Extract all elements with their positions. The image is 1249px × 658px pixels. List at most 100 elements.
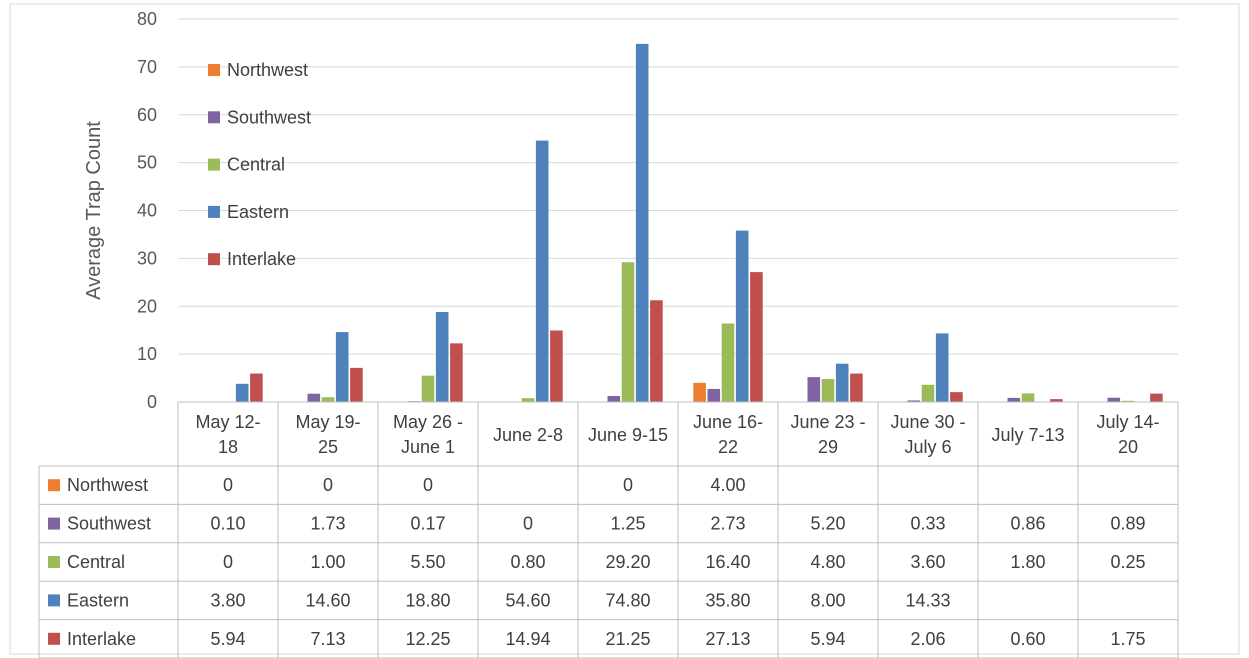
table-cell-value: 0	[323, 475, 333, 495]
table-cell-value: 0	[223, 475, 233, 495]
category-label: 20	[1118, 437, 1138, 457]
table-series-name: Central	[67, 552, 125, 572]
bar-eastern-6	[835, 363, 849, 402]
y-tick-label: 50	[137, 153, 157, 173]
table-cell-value: 18.80	[405, 590, 450, 610]
table-cell-value: 0.89	[1110, 514, 1145, 534]
category-label: 29	[818, 437, 838, 457]
legend-label: Northwest	[227, 60, 308, 80]
category-label: 18	[218, 437, 238, 457]
category-label: June 1	[401, 437, 455, 457]
table-cell-value: 29.20	[605, 552, 650, 572]
category-label: June 2-8	[493, 425, 563, 445]
table-cell-value: 0	[523, 514, 533, 534]
table-cell-value: 1.25	[610, 514, 645, 534]
y-tick-label: 80	[137, 9, 157, 29]
table-legend-key-central	[48, 556, 60, 568]
category-label: June 30 -	[890, 412, 965, 432]
bar-interlake-3	[550, 330, 563, 402]
table-legend-key-eastern	[48, 594, 60, 607]
table-cell-value: 21.25	[605, 629, 650, 649]
y-tick-label: 30	[137, 248, 157, 268]
bar-central-1	[321, 397, 335, 402]
legend-key-central	[208, 158, 220, 171]
table-cell-value: 0	[223, 552, 233, 572]
y-tick-label: 70	[137, 57, 157, 77]
table-cell-value: 1.00	[310, 552, 345, 572]
y-axis-title: Average Trap Count	[83, 121, 105, 300]
y-tick-label: 0	[147, 392, 157, 412]
category-label: May 19-	[295, 412, 360, 432]
table-cell-value: 54.60	[505, 590, 550, 610]
category-label: July 14-	[1096, 412, 1159, 432]
legend-label: Central	[227, 155, 285, 175]
legend-key-northwest	[208, 64, 220, 76]
table-legend-key-southwest	[48, 517, 60, 530]
legend-key-eastern	[208, 205, 220, 218]
table-cell-value: 0	[623, 475, 633, 495]
table-cell-value: 4.80	[810, 552, 845, 572]
table-cell-value: 14.60	[305, 590, 350, 610]
bar-eastern-5	[735, 230, 749, 402]
y-tick-label: 20	[137, 296, 157, 316]
y-tick-label: 10	[137, 344, 157, 364]
bar-eastern-0	[235, 383, 249, 402]
y-tick-label: 40	[137, 201, 157, 221]
table-cell-value: 0.17	[410, 514, 445, 534]
table-cell-value: 0	[423, 475, 433, 495]
table-cell-value: 2.06	[910, 629, 945, 649]
category-label: May 12-	[195, 412, 260, 432]
category-label: 22	[718, 437, 738, 457]
table-cell-value: 7.13	[310, 629, 345, 649]
bar-central-8	[1021, 393, 1035, 402]
table-cell-value: 1.73	[310, 514, 345, 534]
table-series-name: Northwest	[67, 475, 148, 495]
bar-interlake-0	[250, 373, 263, 402]
table-cell-value: 0.10	[210, 514, 245, 534]
table-cell-value: 2.73	[710, 514, 745, 534]
table-series-name: Eastern	[67, 590, 129, 610]
table-cell-value: 5.94	[210, 629, 245, 649]
bar-central-5	[721, 323, 735, 402]
table-cell-value: 12.25	[405, 629, 450, 649]
legend-label: Eastern	[227, 202, 289, 222]
bar-southwest-7	[907, 400, 921, 402]
bar-interlake-1	[350, 367, 363, 402]
bar-eastern-1	[335, 332, 349, 402]
table-cell-value: 4.00	[710, 475, 745, 495]
table-cell-value: 5.20	[810, 514, 845, 534]
bar-southwest-6	[807, 377, 821, 402]
category-label: June 23 -	[790, 412, 865, 432]
bar-northwest-5	[693, 382, 706, 402]
bar-eastern-3	[535, 140, 549, 403]
table-cell-value: 1.75	[1110, 629, 1145, 649]
bar-southwest-8	[1007, 397, 1021, 402]
bar-eastern-2	[435, 311, 449, 402]
bar-central-4	[621, 262, 635, 402]
bar-central-9	[1121, 400, 1135, 402]
table-cell-value: 35.80	[705, 590, 750, 610]
legend-key-interlake	[208, 253, 220, 266]
table-cell-value: 74.80	[605, 590, 650, 610]
bar-interlake-8	[1050, 399, 1063, 402]
table-legend-key-interlake	[48, 632, 60, 645]
table-cell-value: 5.50	[410, 552, 445, 572]
table-series-name: Interlake	[67, 629, 136, 649]
table-cell-value: 1.80	[1010, 552, 1045, 572]
category-label: 25	[318, 437, 338, 457]
table-cell-value: 0.86	[1010, 514, 1045, 534]
bar-central-2	[421, 375, 435, 402]
bar-interlake-4	[650, 300, 663, 402]
table-legend-key-northwest	[48, 479, 60, 492]
bar-southwest-5	[707, 388, 721, 402]
table-cell-value: 14.33	[905, 590, 950, 610]
category-label: June 16-	[693, 412, 763, 432]
legend-label: Interlake	[227, 249, 296, 269]
bar-interlake-9	[1150, 393, 1163, 402]
legend-label: Southwest	[227, 107, 311, 127]
category-label: May 26 -	[393, 412, 463, 432]
bar-central-3	[521, 398, 535, 402]
bar-central-7	[921, 384, 935, 402]
